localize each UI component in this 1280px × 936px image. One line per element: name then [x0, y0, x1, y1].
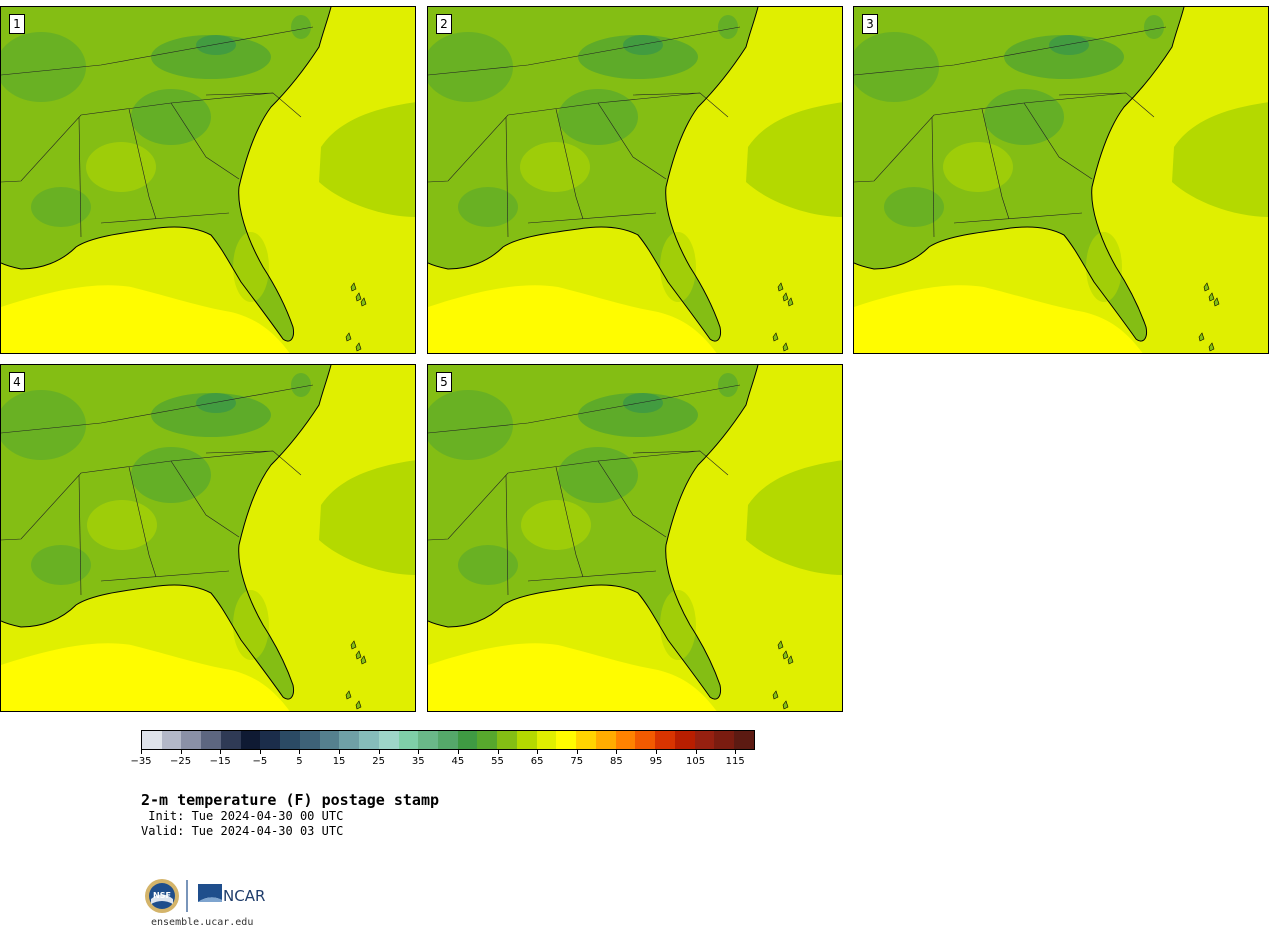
colorbar-tick-label: 85: [609, 756, 623, 767]
colorbar-swatch: [339, 731, 360, 749]
colorbar-swatch: [280, 731, 300, 749]
colorbar-swatch: [418, 731, 439, 749]
colorbar-tick: [457, 750, 459, 754]
nsf-logo: NSF: [145, 879, 179, 913]
colorbar-swatch: [260, 731, 281, 749]
colorbar-tick-label: −35: [130, 756, 152, 767]
colorbar-swatch: [438, 731, 458, 749]
colorbar-tick-label: 5: [296, 756, 303, 767]
colorbar-swatch: [161, 731, 182, 749]
colorbar-swatch: [201, 731, 221, 749]
colorbar-swatch: [240, 731, 261, 749]
colorbar-swatch: [181, 731, 202, 749]
colorbar-tick-label: 45: [451, 756, 465, 767]
panel-number: 5: [436, 372, 452, 392]
colorbar-swatch: [378, 731, 399, 749]
colorbar-swatch: [477, 731, 498, 749]
map-panel-5: 5: [427, 364, 843, 712]
colorbar-tick-label: 75: [570, 756, 584, 767]
panel-number: 4: [9, 372, 25, 392]
colorbar-swatch: [694, 731, 715, 749]
colorbar-tick: [378, 750, 380, 754]
temperature-map: [1, 365, 415, 711]
colorbar-tick: [576, 750, 578, 754]
colorbar-tick: [537, 750, 539, 754]
map-panel-3: 3: [853, 6, 1269, 354]
colorbar-swatch: [398, 731, 419, 749]
colorbar-swatch: [576, 731, 596, 749]
colorbar-swatch: [142, 731, 162, 749]
colorbar-tick-label: 25: [372, 756, 386, 767]
ncar-logo: NCAR: [198, 884, 265, 905]
colorbar-tick-label: −15: [209, 756, 231, 767]
ensemble-url: ensemble.ucar.edu: [151, 917, 254, 928]
colorbar-tick: [339, 750, 341, 754]
init-time: Init: Tue 2024-04-30 00 UTC: [141, 809, 344, 823]
temperature-map: [854, 7, 1268, 353]
valid-time: Valid: Tue 2024-04-30 03 UTC: [141, 824, 344, 838]
colorbar-tick-label: −25: [170, 756, 192, 767]
colorbar-tick: [735, 750, 737, 754]
colorbar-swatch: [497, 731, 517, 749]
plot-title: 2-m temperature (F) postage stamp: [141, 791, 440, 809]
temperature-map: [428, 7, 842, 353]
colorbar-tick: [418, 750, 420, 754]
colorbar-tick: [299, 750, 301, 754]
colorbar-swatch: [299, 731, 320, 749]
colorbar-swatch: [319, 731, 340, 749]
colorbar-swatch: [536, 731, 557, 749]
colorbar-tick-label: 35: [411, 756, 425, 767]
ncar-text: NCAR: [223, 887, 265, 905]
colorbar-tick: [141, 750, 142, 754]
colorbar-swatch: [714, 731, 735, 749]
colorbar-swatch: [220, 731, 241, 749]
colorbar-swatch: [595, 731, 616, 749]
colorbar-tick-label: 65: [530, 756, 544, 767]
map-panel-1: 1: [0, 6, 416, 354]
colorbar-swatch: [457, 731, 478, 749]
colorbar-swatch: [734, 731, 754, 749]
colorbar-swatch: [516, 731, 537, 749]
colorbar-swatch: [635, 731, 656, 749]
panel-number: 1: [9, 14, 25, 34]
colorbar-swatch: [556, 731, 577, 749]
colorbar-tick-label: 55: [491, 756, 504, 767]
colorbar-tick-label: 95: [649, 756, 663, 767]
colorbar-tick: [655, 750, 657, 754]
colorbar-tick-label: 15: [332, 756, 346, 767]
colorbar-tick: [180, 750, 182, 754]
colorbar-tick-label: 105: [686, 756, 706, 767]
temperature-map: [428, 365, 842, 711]
colorbar-swatch: [615, 731, 636, 749]
temperature-map: [1, 7, 415, 353]
map-panel-2: 2: [427, 6, 843, 354]
map-panel-4: 4: [0, 364, 416, 712]
temperature-colorbar: [141, 730, 755, 750]
colorbar-tick: [259, 750, 261, 754]
colorbar-tick: [497, 750, 499, 754]
colorbar-tick: [695, 750, 697, 754]
panel-number: 3: [862, 14, 878, 34]
colorbar-tick-label: −5: [252, 756, 268, 767]
colorbar-swatch: [674, 731, 695, 749]
colorbar-swatch: [655, 731, 675, 749]
colorbar-tick: [616, 750, 618, 754]
panel-number: 2: [436, 14, 452, 34]
colorbar-swatch: [359, 731, 379, 749]
colorbar-ticks: −35 −25 −15 −5 5 15 25 35 45 55 65 75 85 95 105 115: [130, 750, 755, 770]
logos: NSF NCAR: [144, 876, 284, 920]
nsf-text: NSF: [153, 891, 171, 900]
colorbar-tick-label: 115: [725, 756, 745, 767]
colorbar-tick: [220, 750, 222, 754]
